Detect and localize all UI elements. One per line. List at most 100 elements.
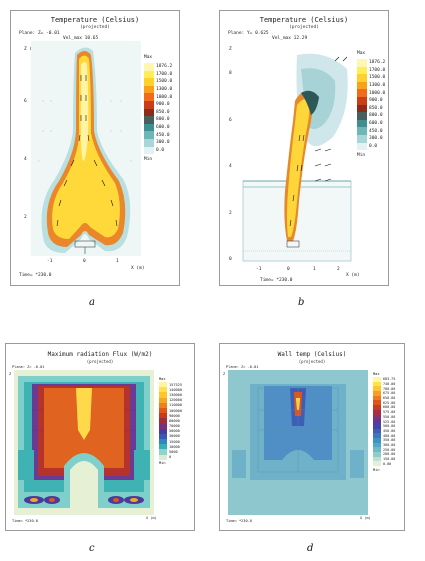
legend-label: 1876.2 [369,60,386,66]
legend-swatch [159,439,167,445]
legend-entry: 200.00 [373,452,395,457]
legend-entry: 625.00 [373,400,396,406]
caption-b: b [298,297,305,308]
legend-entry: 900.0 [357,96,385,105]
panel-a-title: Temperature (Celsius) [50,16,140,24]
legend-swatch [159,433,167,440]
legend-entry: 0 [159,454,182,460]
legend-label: 400.00 [383,433,396,438]
legend-label: 450.00 [383,428,396,433]
legend-swatch [144,63,154,71]
legend-entry: 140000 [159,387,182,393]
legend-entry: 1000.0 [144,93,172,101]
legend-label: 1300.0 [156,87,173,93]
panel-c-time: Time= *230.0 [12,519,38,523]
legend-swatch [159,382,167,388]
legend-label: 0.00 [383,461,392,466]
legend-label: 650.00 [383,396,396,401]
legend-swatch [373,461,381,467]
panel-b-plot [235,41,353,269]
panel-c-plot [14,370,154,515]
legend-label: 550.00 [383,414,396,419]
legend-label: 740.00 [383,382,396,387]
legend-label: 130000 [169,392,182,397]
panel-d-time: Time= *230.0 [226,519,252,523]
legend-entry: 110000 [159,402,182,408]
legend-swatch [159,413,167,419]
legend-swatch [373,428,381,434]
panel-d-plot [228,370,368,515]
legend-label: 1500.0 [156,79,173,85]
legend-swatch [159,444,167,450]
panel-d-title: Wall temp (Celsius) [277,351,347,358]
legend-entry: 600.0 [357,119,385,128]
legend-swatch [144,85,154,94]
legend-entry: 1876.2 [144,63,172,71]
legend-entry: 675.00 [373,391,395,396]
panel-b-legend-max: Max [357,51,366,56]
panel-a-velocity-vectors [56,75,118,227]
legend-entry: 900.0 [144,100,172,109]
legend-entry: 5000 [159,449,182,455]
legend-swatch [373,433,381,438]
panel-a-time: Time= *230.0 [19,273,52,278]
panel-a-xtick: 1 [116,259,119,264]
legend-entry: 800.0 [144,116,172,124]
caption-d: d [307,543,314,554]
legend-entry: 15000 [159,439,182,445]
legend-label: 700.00 [383,386,396,391]
legend-label: 250.00 [383,447,396,452]
legend-entry: 450.0 [144,131,172,139]
legend-label: 300.00 [383,442,396,447]
legend-swatch [144,70,154,79]
panel-b: Temperature (Celsius) (projected) Plane:… [219,10,389,286]
legend-swatch [159,387,167,393]
legend-swatch [357,66,367,75]
legend-entry: 70000 [159,423,182,429]
legend-swatch [373,381,381,387]
legend-swatch [373,405,381,410]
legend-entry: 450.0 [357,127,385,135]
legend-entry: 525.00 [373,419,395,424]
legend-entry: 400.00 [373,433,395,438]
legend-swatch [357,142,367,151]
panel-b-subtitle: (projected) [289,25,319,30]
legend-entry: 300.0 [144,138,172,147]
panel-b-flame-core [287,98,310,237]
panel-c-xlabel: X (m) [146,516,157,520]
legend-swatch [373,395,381,401]
legend-swatch [159,423,167,429]
legend-label: 600.0 [369,121,383,127]
panel-a-grid-dots [38,100,132,162]
legend-label: 110000 [169,403,182,408]
legend-swatch [357,81,367,90]
legend-label: 300.0 [156,140,170,146]
legend-label: 30000 [169,434,180,439]
legend-swatch [373,452,381,457]
panel-a-legend: 1876.2 1700.0 1500.0 1300.0 1000.0 900.0 850.0… [144,63,173,155]
legend-label: 900.0 [156,102,170,108]
panel-b-time: Time= *230.0 [260,278,293,283]
panel-c-title: Maximum radiation Flux (W/m2) [47,351,153,358]
panel-a-plot [31,41,141,256]
panel-a: Temperature (Celsius) (projected) Plane:… [10,10,180,286]
legend-entry: 740.00 [373,381,396,387]
legend-entry: 1876.2 [357,59,385,67]
legend-swatch [373,386,381,392]
legend-label: 157525 [169,382,182,387]
legend-entry: 90000 [159,413,182,419]
legend-label: 150.00 [383,457,396,462]
panel-c-subtitle: (projected) [86,359,114,364]
panel-a-xtick: 0 [83,259,86,264]
legend-swatch [373,400,381,406]
legend-label: 625.00 [383,400,396,405]
legend-swatch [357,59,367,67]
legend-label: 200.00 [383,452,396,457]
legend-label: 683.75 [383,377,396,382]
legend-label: 70000 [169,424,180,429]
legend-entry: 800.0 [357,112,385,120]
legend-label: 1000.0 [156,94,173,100]
panel-c-legend: 157525 140000 130000 120000 110000 100000 9000… [159,382,182,460]
legend-entry: 250.00 [373,447,395,452]
panel-a-ytick: 6 [24,99,27,104]
